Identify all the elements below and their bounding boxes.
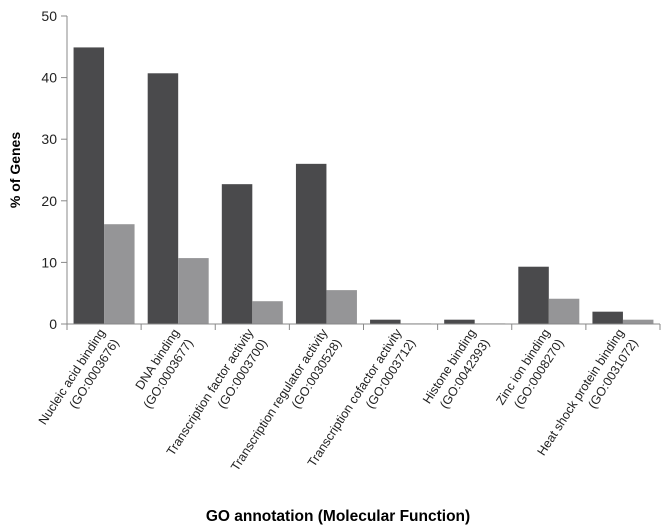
category-label-6: Histone binding(GO:0042393) bbox=[420, 326, 492, 411]
category-label-2: DNA binding(GO:0003677) bbox=[133, 326, 196, 411]
category-labels-layer: Nucleic acid binding(GO:0003676) DNA bind… bbox=[36, 326, 641, 474]
bar-series2-cat2 bbox=[178, 258, 209, 324]
bar-series1-cat4 bbox=[295, 163, 327, 324]
y-tick-label: 50 bbox=[41, 8, 57, 24]
y-tick-label: 20 bbox=[41, 193, 57, 209]
bar-series2-cat1 bbox=[104, 224, 135, 324]
bar-series2-cat8 bbox=[622, 319, 654, 324]
x-axis-title: GO annotation (Molecular Function) bbox=[206, 508, 470, 525]
bar-series2-cat7 bbox=[548, 298, 580, 324]
y-ticks-layer: 0 10 20 30 40 50 bbox=[41, 8, 67, 332]
y-tick-label: 40 bbox=[41, 70, 57, 86]
y-tick-label: 10 bbox=[41, 254, 57, 270]
bar-series1-cat5 bbox=[370, 319, 401, 324]
y-axis-title: % of Genes bbox=[7, 132, 23, 208]
axes-layer bbox=[66, 16, 661, 330]
bar-series1-cat8 bbox=[592, 311, 623, 324]
bar-series2-cat3 bbox=[252, 301, 283, 324]
bar-series1-cat6 bbox=[444, 319, 475, 324]
category-label-5: Transcription cofactor activity(GO:00037… bbox=[305, 326, 418, 470]
category-label-1: Nucleic acid binding(GO:0003676) bbox=[36, 326, 122, 427]
category-label-7: Zinc ion binding(GO:0008270) bbox=[493, 326, 566, 411]
y-tick-label: 30 bbox=[41, 131, 57, 147]
bar-series1-cat7 bbox=[518, 266, 549, 324]
bars-layer bbox=[73, 47, 654, 325]
bar-series1-cat1 bbox=[73, 47, 105, 325]
bar-series2-cat4 bbox=[326, 290, 357, 324]
bar-series1-cat3 bbox=[221, 184, 253, 324]
y-tick-label: 0 bbox=[49, 316, 57, 332]
bar-series1-cat2 bbox=[147, 73, 179, 324]
